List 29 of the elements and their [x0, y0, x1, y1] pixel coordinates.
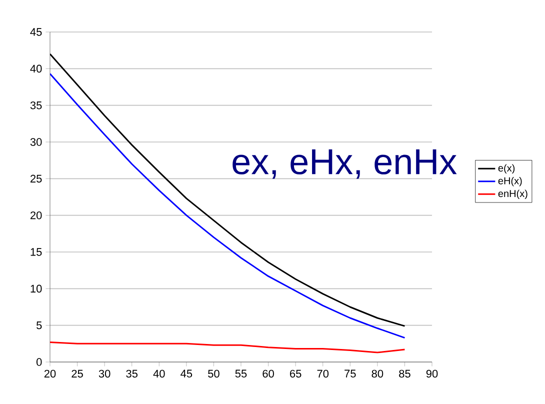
legend-label: e(x) — [498, 164, 515, 174]
x-tick-label: 55 — [235, 370, 247, 378]
y-tick-label: 5 — [36, 322, 42, 330]
y-tick-label: 15 — [30, 248, 42, 256]
text: ex, eHx, enHx — [232, 149, 457, 179]
x-tick-label: 50 — [208, 370, 220, 378]
x-tick-label: 35 — [126, 370, 138, 378]
y-tick-label: 30 — [30, 138, 42, 146]
x-tick-label: 65 — [290, 370, 302, 378]
y-tick-label: 20 — [30, 211, 42, 220]
y-tick-label: 45 — [30, 28, 42, 36]
y-tick-label: 10 — [30, 284, 42, 293]
y-tick-label: 0 — [36, 358, 42, 366]
legend-label: enH(x) — [498, 190, 528, 200]
x-tick-label: 20 — [44, 370, 56, 378]
y-tick-label: 40 — [30, 64, 42, 73]
x-tick-label: 45 — [180, 370, 192, 378]
x-tick-label: 25 — [72, 370, 83, 378]
y-tick-label: 25 — [30, 174, 42, 183]
legend-label: eH(x) — [498, 176, 522, 186]
x-tick-label: 75 — [344, 370, 356, 378]
x-tick-label: 80 — [372, 370, 384, 378]
x-tick-label: 30 — [98, 370, 110, 378]
x-tick-label: 85 — [399, 370, 410, 378]
y-tick-label: 35 — [30, 101, 42, 110]
x-tick-label: 40 — [153, 370, 165, 378]
x-tick-label: 70 — [317, 370, 329, 378]
x-tick-label: 60 — [262, 370, 274, 378]
x-tick-label: 90 — [426, 370, 438, 378]
